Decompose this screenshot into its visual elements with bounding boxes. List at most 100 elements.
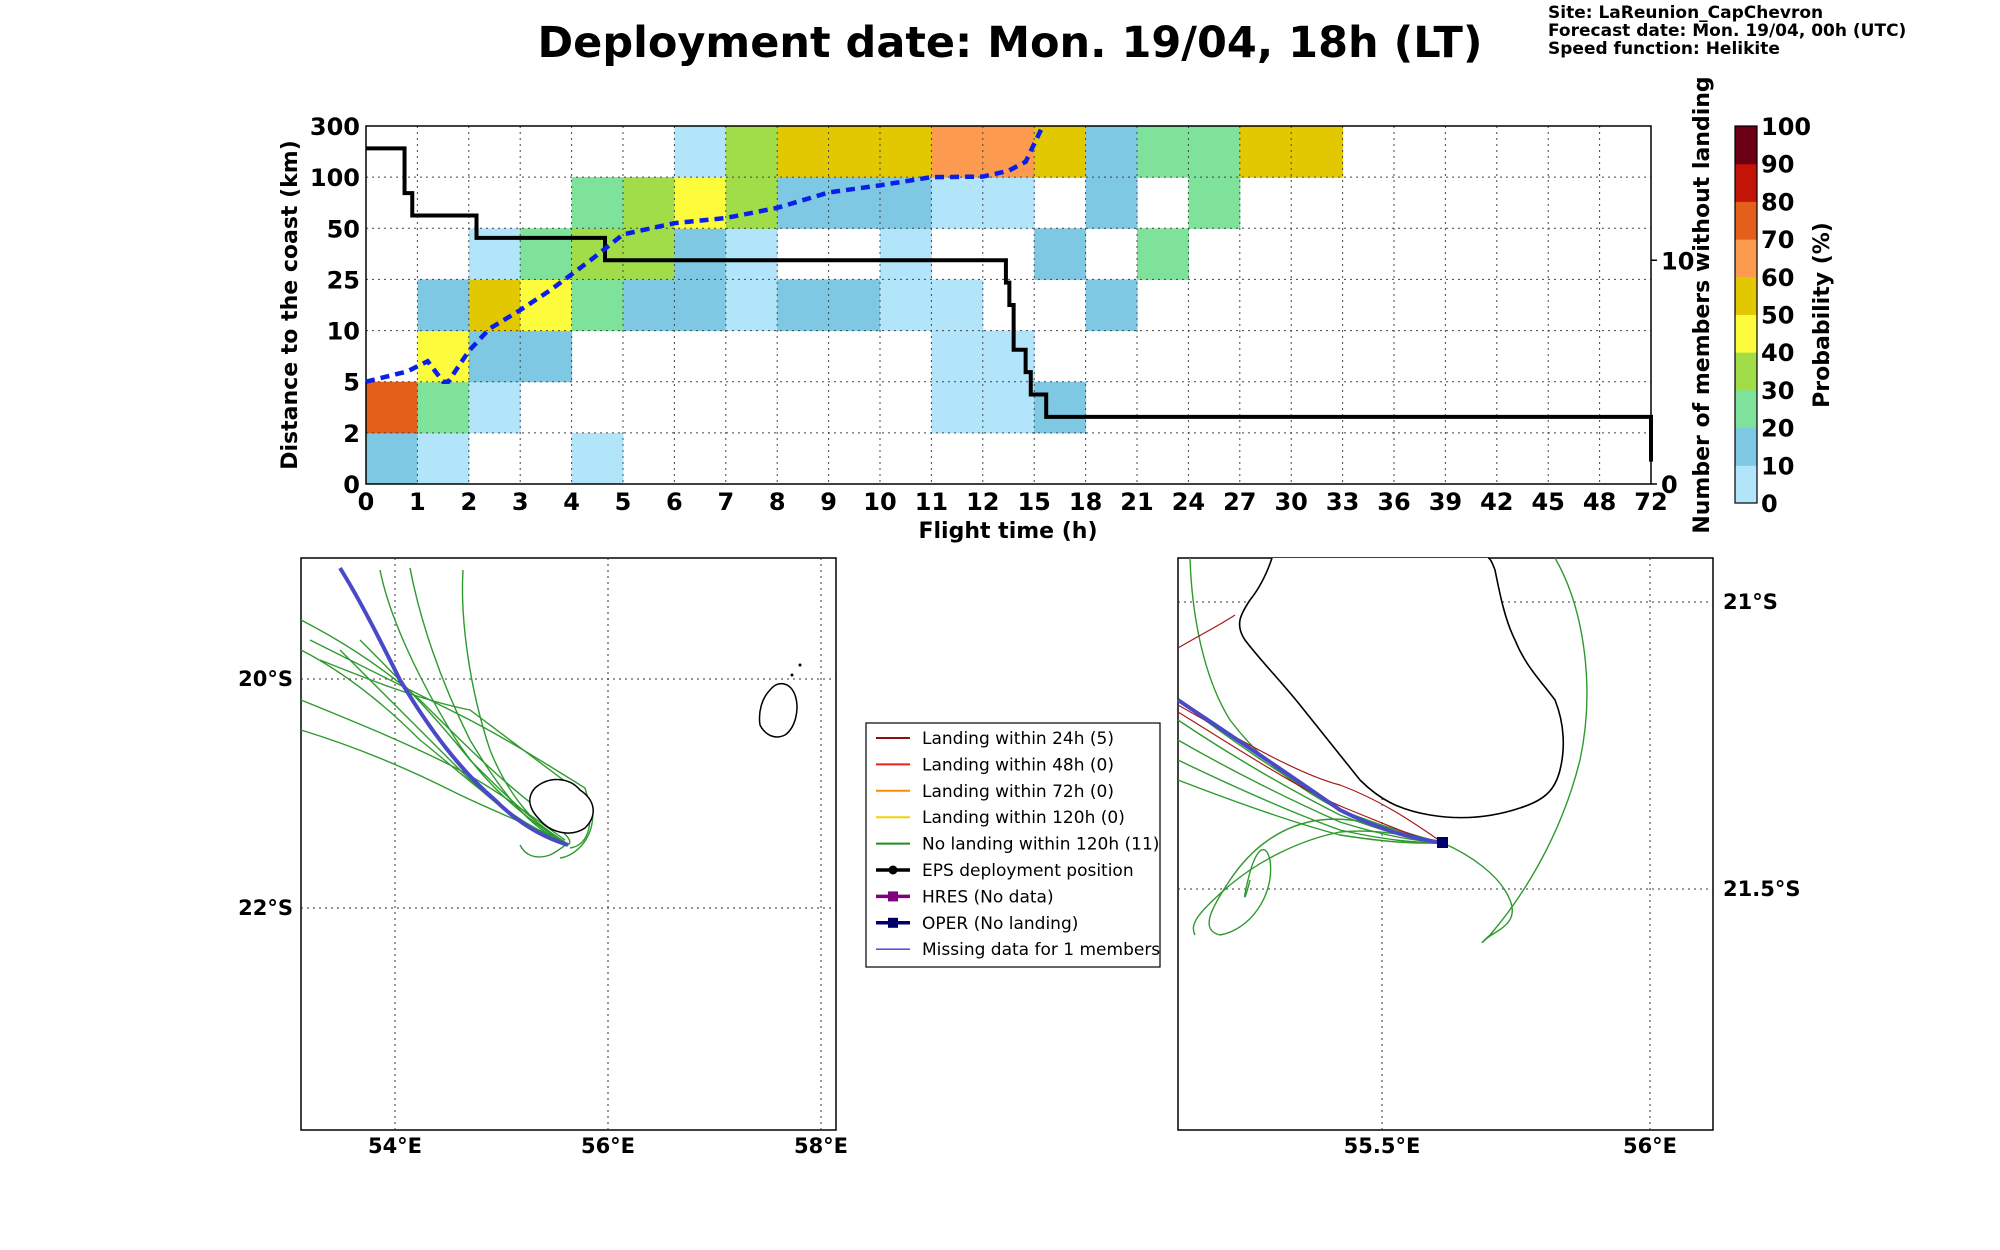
lat-tick-label: 21.5°S — [1723, 877, 1800, 901]
heatmap-cell — [571, 177, 624, 229]
heatmap-cell — [1291, 126, 1344, 178]
left-map-ensemble-tracks — [300, 567, 594, 859]
heatmap-cell — [880, 228, 932, 280]
y-axis-label: Distance to the coast (km) — [278, 140, 303, 470]
ensemble-track — [1208, 818, 1444, 936]
x-tick-label: 18 — [1069, 488, 1102, 516]
heatmap-cell — [931, 330, 984, 383]
colorbar-tick-label: 0 — [1761, 490, 1778, 518]
heatmap-cell — [1085, 279, 1138, 332]
heatmap-cell — [931, 381, 984, 434]
heatmap-cell — [777, 177, 830, 229]
legend-label: Landing within 120h (0) — [922, 808, 1125, 828]
x-tick-label: 10 — [863, 488, 896, 516]
oper-track — [338, 566, 569, 847]
legend-label: No landing within 120h (11) — [922, 835, 1159, 855]
heatmap-frame — [365, 125, 1652, 485]
x-tick-label: 15 — [1017, 488, 1050, 516]
forecast-info: Forecast date: Mon. 19/04, 00h (UTC) — [1548, 21, 1906, 41]
x-tick-label: 5 — [615, 488, 632, 516]
heatmap-cell — [417, 432, 470, 485]
x-tick-label: 33 — [1326, 488, 1359, 516]
x-tick-label: 7 — [717, 488, 734, 516]
reunion-coastline — [529, 778, 594, 834]
colorbar-tick-label: 70 — [1761, 226, 1794, 254]
heatmap-grid — [366, 126, 1651, 484]
y-tick-label: 25 — [327, 266, 360, 294]
heatmap-cell — [674, 126, 727, 178]
legend-items: Landing within 24h (5) Landing within 48h… — [876, 729, 1160, 960]
heatmap-cell — [417, 381, 470, 434]
right-map-lat-labels: 21°S 21.5°S — [1723, 590, 1800, 901]
legend-label: HRES (No data) — [922, 887, 1054, 907]
x-tick-label: 11 — [915, 488, 948, 516]
heatmap-cell — [1034, 228, 1087, 280]
x-tick-label: 9 — [820, 488, 837, 516]
heatmap-cell — [623, 177, 675, 229]
ensemble-track — [409, 567, 566, 843]
colorbar-swatch — [1735, 389, 1757, 429]
x-tick-label: 8 — [769, 488, 786, 516]
heatmap-cell — [1085, 177, 1138, 229]
colorbar-swatch — [1735, 427, 1757, 466]
x-tick-label: 21 — [1120, 488, 1153, 516]
ensemble-track — [319, 659, 594, 859]
heatmap-cell — [623, 279, 675, 332]
heatmap-cell — [520, 330, 573, 383]
mauritius-coastline — [758, 683, 798, 738]
colorbar-swatch — [1735, 163, 1757, 202]
colorbar-tick-label: 90 — [1761, 151, 1794, 179]
lat-tick-label: 22°S — [238, 896, 293, 920]
colorbar-tick-label: 100 — [1761, 113, 1811, 141]
heatmap-cell — [880, 126, 932, 178]
y2-tick-label: 0 — [1661, 471, 1678, 499]
lon-tick-label: 56°E — [581, 1134, 635, 1158]
heatmap-cell — [777, 279, 830, 332]
colorbar-tick-label: 80 — [1761, 188, 1794, 216]
legend-marker — [888, 891, 898, 902]
legend: Landing within 24h (5) Landing within 48h… — [865, 722, 1161, 968]
colorbar-frame — [1734, 125, 1758, 504]
heatmap-cell — [725, 126, 778, 178]
legend-label: Missing data for 1 members — [922, 940, 1160, 960]
lat-tick-label: 20°S — [238, 667, 293, 691]
heatmap-panel: 0 1 2 3 4 5 6 7 8 9 10 11 12 15 18 21 24 27 30 33 36 39 42 45 48… — [278, 76, 1715, 544]
x-tick-label: 0 — [358, 488, 375, 516]
heatmap-cell — [1034, 381, 1087, 434]
lat-tick-label: 21°S — [1723, 590, 1778, 614]
heatmap-cell — [417, 279, 470, 332]
heatmap-cell — [725, 228, 778, 280]
colorbar-label: Probability (%) — [1810, 222, 1835, 408]
heatmap-cell — [1188, 177, 1241, 229]
heatmap-cell — [520, 279, 573, 332]
legend-marker — [888, 917, 898, 928]
y2-tick-label: 10 — [1661, 247, 1694, 275]
heatmap-cell — [725, 177, 778, 229]
colorbar-tick-label: 10 — [1761, 452, 1794, 480]
heatmap-cell — [931, 279, 984, 332]
legend-label: Landing within 72h (0) — [922, 782, 1114, 802]
landing-track — [1177, 614, 1236, 649]
colorbar-swatch — [1735, 276, 1757, 315]
figure-title: Deployment date: Mon. 19/04, 18h (LT) — [537, 18, 1482, 68]
heatmap-cell — [366, 381, 418, 434]
y-tick-label: 5 — [343, 369, 360, 397]
heatmap-cell — [1137, 228, 1189, 280]
lon-tick-label: 58°E — [794, 1134, 848, 1158]
heatmap-cell — [571, 432, 624, 485]
x-tick-label: 6 — [666, 488, 683, 516]
x-tick-label: 72 — [1634, 488, 1667, 516]
ensemble-track — [1442, 557, 1588, 944]
heatmap-cell — [674, 228, 727, 280]
x-tick-label: 3 — [512, 488, 529, 516]
oper-track — [1176, 698, 1444, 845]
heatmap-cell — [1239, 126, 1292, 178]
speed-info: Speed function: Helikite — [1548, 39, 1780, 59]
y-tick-label: 300 — [310, 113, 360, 141]
left-map-lon-labels: 54°E 56°E 58°E — [368, 1134, 848, 1158]
x-tick-label: 24 — [1172, 488, 1205, 516]
heatmap-cells — [366, 126, 1344, 485]
lon-tick-label: 55.5°E — [1344, 1134, 1421, 1158]
